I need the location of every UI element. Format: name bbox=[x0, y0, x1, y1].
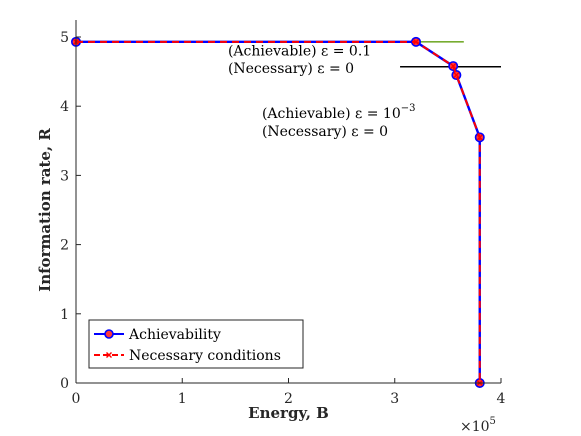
x-marker-stroke bbox=[413, 38, 419, 45]
x-exponent-label: ×105 bbox=[460, 416, 496, 435]
y-tick-label: 5 bbox=[60, 30, 69, 46]
x-marker-stroke bbox=[476, 134, 483, 141]
series-2-point bbox=[413, 38, 419, 45]
legend-box bbox=[88, 319, 304, 369]
annotation-text: (Achievable) ε = 0.1 bbox=[228, 44, 371, 60]
annotation-4: (Necessary) ε = 0 bbox=[262, 124, 388, 140]
x-axis-label: Energy, B bbox=[248, 404, 329, 422]
series-2-point bbox=[453, 72, 460, 79]
legend-label-2: Necessary conditions bbox=[129, 348, 281, 364]
annotation-text: (Achievable) ε = 10 bbox=[262, 106, 401, 122]
y-tick-label: 0 bbox=[60, 376, 69, 392]
annotation-2: (Necessary) ε = 0 bbox=[228, 61, 354, 77]
legend-label-1: Achievability bbox=[128, 327, 221, 343]
y-axis-label: Information rate, R bbox=[36, 128, 54, 292]
x-tick-label: 3 bbox=[390, 391, 399, 407]
annotation-superscript: −3 bbox=[401, 103, 416, 114]
x-tick-label: 2 bbox=[284, 391, 293, 407]
annotation-text: (Necessary) ε = 0 bbox=[228, 61, 354, 77]
y-tick-label: 3 bbox=[60, 168, 69, 184]
x-tick-label: 4 bbox=[497, 391, 506, 407]
x-marker-stroke bbox=[453, 72, 460, 79]
x-marker-stroke bbox=[450, 63, 457, 70]
series-line-2 bbox=[76, 40, 481, 383]
annotation-1: (Achievable) ε = 0.1 bbox=[228, 44, 371, 60]
annotation-text: (Necessary) ε = 0 bbox=[262, 124, 388, 140]
series-2-point bbox=[450, 63, 457, 70]
y-tick-label: 1 bbox=[60, 307, 69, 323]
series-2-point bbox=[476, 134, 483, 141]
x-marker-stroke bbox=[106, 352, 112, 358]
y-tick-label: 2 bbox=[60, 238, 69, 254]
legend-marker-2 bbox=[106, 352, 112, 358]
annotation-3: (Achievable) ε = 10−3 bbox=[262, 103, 416, 122]
y-tick-label: 4 bbox=[60, 99, 69, 115]
x-exponent-power: 5 bbox=[490, 416, 496, 427]
x-exponent-base: ×10 bbox=[460, 419, 490, 435]
x-tick-label: 1 bbox=[178, 391, 187, 407]
legend-marker-1 bbox=[104, 329, 114, 339]
x-tick-label: 0 bbox=[72, 391, 81, 407]
